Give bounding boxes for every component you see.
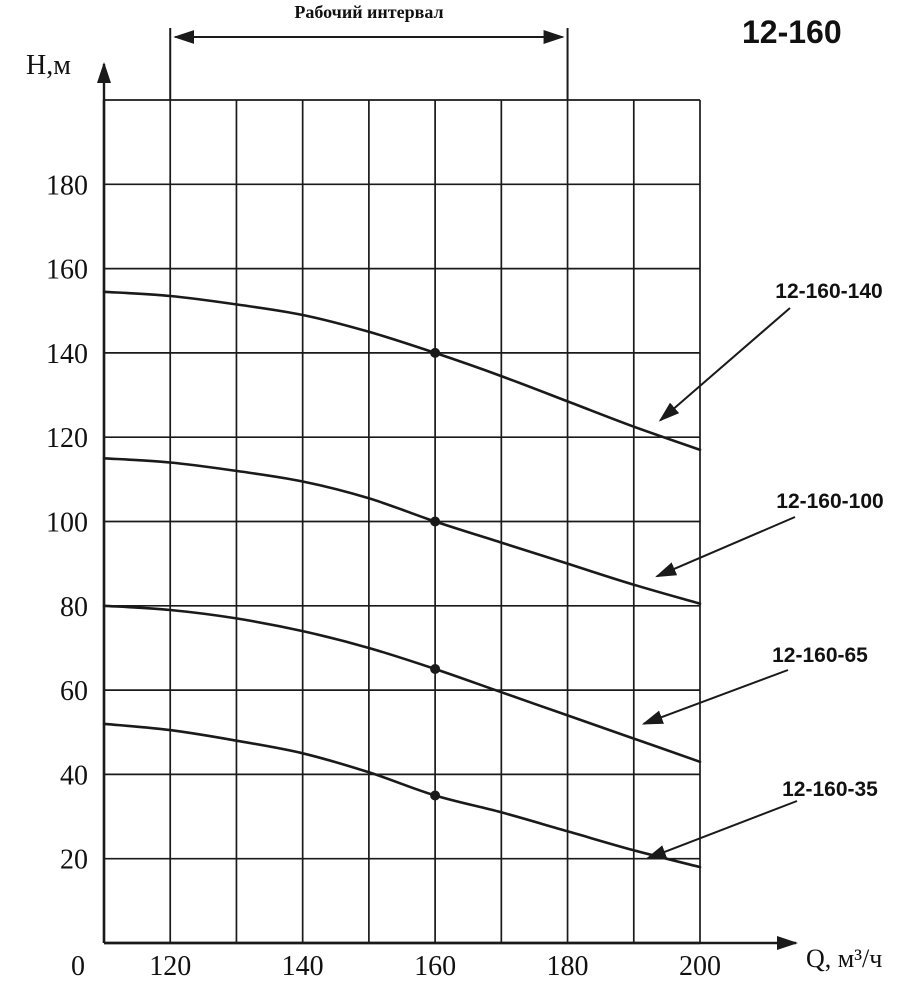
y-tick-label: 100: [46, 508, 88, 539]
x-axis-label: Q, м³/ч: [806, 944, 883, 973]
curve-label-12-160-35: 12-160-35: [782, 778, 878, 801]
working-interval-label: Рабочий интервал: [294, 2, 444, 22]
y-tick-label: 60: [60, 676, 88, 707]
curve-label-12-160-65: 12-160-65: [772, 644, 868, 667]
y-tick-label: 160: [46, 255, 88, 286]
x-tick-label: 140: [282, 951, 324, 982]
curve-12-160-140: [102, 290, 702, 452]
duty-point-12-160-100: [430, 516, 441, 527]
curve-12-160-35: [102, 722, 702, 869]
y-tick-label: 140: [46, 339, 88, 370]
duty-point-12-160-35: [430, 790, 441, 801]
y-tick-label: 20: [60, 845, 88, 876]
x-tick-label: 200: [679, 951, 721, 982]
duty-point-12-160-140: [430, 347, 441, 358]
curve-pointer-arrow: [658, 307, 791, 422]
curve-pointer-arrow: [655, 516, 796, 578]
x-tick-label: 120: [149, 951, 191, 982]
y-tick-label: 80: [60, 592, 88, 623]
curve-label-12-160-140: 12-160-140: [775, 280, 882, 303]
duty-point-12-160-65: [430, 664, 441, 675]
y-axis-label: Н,м: [26, 50, 71, 81]
x-tick-label: 160: [414, 951, 456, 982]
curve-label-12-160-100: 12-160-100: [776, 490, 883, 513]
curve-pointer-arrow: [641, 669, 789, 725]
chart-title: 12-160: [742, 14, 842, 50]
y-tick-label: 180: [46, 170, 88, 201]
x-tick-label: 180: [547, 951, 589, 982]
curve-12-160-100: [102, 457, 702, 605]
x-tick-label: 0: [71, 951, 85, 982]
curve-12-160-65: [102, 604, 702, 764]
y-tick-label: 120: [46, 423, 88, 454]
curve-pointer-arrow: [645, 800, 798, 860]
y-tick-label: 40: [60, 760, 88, 791]
